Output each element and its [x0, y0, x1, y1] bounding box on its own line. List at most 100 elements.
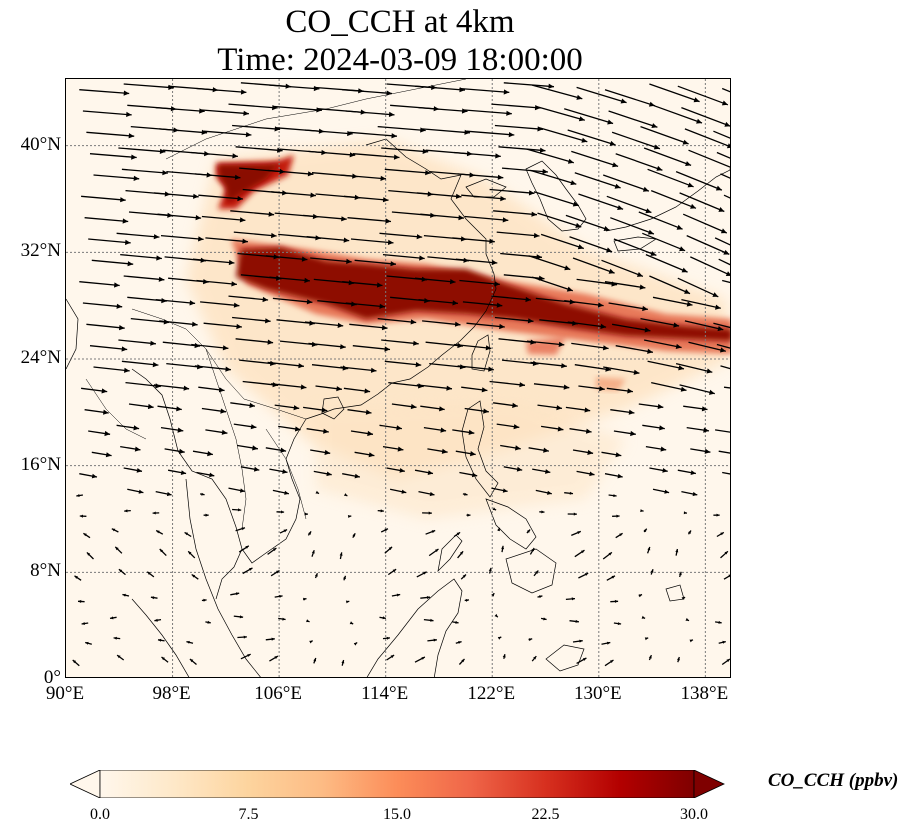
wind-vector [152, 511, 160, 515]
wind-vector-shaft [88, 238, 131, 244]
wind-vector-head [516, 466, 523, 472]
wind-vector-shaft [228, 103, 278, 109]
wind-vector-shaft [86, 323, 125, 329]
wind-vector-shaft [304, 321, 344, 327]
wind-vector [466, 513, 471, 517]
wind-vector [120, 445, 141, 452]
wind-vector-shaft [688, 149, 730, 168]
wind-vector-head [390, 655, 395, 659]
lon-tick-label: 106°E [254, 683, 302, 704]
wind-vector [647, 168, 694, 188]
wind-vector-head [455, 193, 462, 199]
wind-vector [232, 124, 281, 132]
wind-vector-shaft [84, 217, 129, 223]
wind-vector [455, 258, 498, 266]
wind-vector-shaft [89, 153, 137, 159]
wind-vector-shaft [118, 147, 166, 153]
wind-vector [604, 473, 623, 479]
wind-vector-shaft [420, 213, 465, 219]
wind-vector [116, 424, 140, 431]
wind-vector-head [218, 387, 225, 393]
wind-vector [455, 640, 462, 644]
wind-vector [677, 277, 719, 298]
wind-vector-head [113, 636, 117, 640]
wind-vector-shaft [489, 188, 535, 194]
palawan [437, 534, 463, 573]
wind-vector-head [427, 470, 433, 475]
wind-vector-head [587, 449, 594, 455]
wind-vector-shaft [537, 212, 582, 228]
wind-vector-head [380, 175, 386, 181]
wind-vector [541, 425, 564, 432]
wind-vector [265, 447, 287, 453]
wind-vector-head [420, 127, 426, 133]
wind-vector-shaft [651, 381, 687, 392]
wind-vector [612, 514, 620, 518]
wind-vector-shaft [200, 301, 240, 307]
wind-vector [269, 468, 288, 474]
wind-vector-shaft [345, 110, 395, 116]
wind-vector-shaft [567, 321, 607, 328]
wind-vector [681, 490, 698, 497]
wind-vector [308, 342, 346, 350]
wind-vector-shaft [686, 235, 730, 255]
wind-vector-head [729, 167, 730, 170]
wind-vector [391, 593, 401, 597]
wind-vector-head [384, 346, 390, 352]
wind-vector [638, 211, 683, 230]
wind-vector [309, 640, 313, 644]
wind-vector [230, 402, 256, 408]
wind-vector [306, 428, 329, 434]
lon-tick-label: 90°E [45, 683, 85, 704]
wind-vector-shaft [345, 302, 386, 308]
wind-vector-head [642, 186, 649, 192]
wind-vector [86, 131, 135, 139]
wind-vector [91, 451, 112, 458]
wind-vector-head [557, 426, 564, 432]
wind-vector-shaft [466, 322, 505, 328]
wind-vector-head [660, 446, 667, 452]
wind-vector [529, 547, 535, 555]
wind-vector [677, 656, 680, 663]
wind-vector-shaft [716, 343, 730, 349]
wind-vector [267, 547, 277, 555]
wind-vector [500, 252, 543, 260]
wind-vector [272, 105, 322, 113]
lat-tick-label: 24°N [20, 347, 61, 368]
lat-tick-label: 16°N [20, 453, 61, 475]
wind-vector-head [152, 511, 156, 515]
wind-vector [201, 215, 246, 223]
wind-vector [675, 548, 679, 556]
wind-vector [306, 619, 310, 623]
wind-vector [567, 512, 577, 516]
wind-vector-head [367, 430, 373, 437]
wind-vector-head [502, 217, 509, 223]
wind-vector-shaft [530, 361, 567, 367]
wind-vector-head [239, 488, 245, 493]
wind-vector-head [180, 470, 187, 475]
wind-vector [428, 548, 439, 557]
wind-vector-shaft [228, 295, 269, 301]
wind-vector-shaft [349, 323, 388, 329]
wind-vector-head [483, 408, 489, 414]
wind-vector [235, 338, 274, 345]
wind-vector [198, 194, 243, 202]
wind-vector-shaft [723, 194, 730, 199]
wind-vector [454, 151, 501, 159]
wind-vector-shaft [574, 172, 621, 189]
wind-vector [423, 426, 447, 433]
wind-vector-head [720, 532, 724, 536]
wind-vector [498, 146, 546, 153]
wind-vector-shaft [349, 131, 398, 137]
wind-vector-shaft [690, 256, 730, 276]
wind-vector-shaft [381, 147, 429, 153]
wind-vector-shaft [414, 277, 456, 283]
wind-vector [491, 295, 532, 303]
wind-vector-head [690, 470, 696, 475]
wind-vector-head [247, 654, 251, 657]
map-panel[interactable] [65, 78, 731, 678]
wind-vector [682, 213, 728, 234]
wind-vector-head [693, 97, 700, 103]
wind-vector [349, 323, 388, 331]
wind-vector-shaft [608, 110, 658, 128]
